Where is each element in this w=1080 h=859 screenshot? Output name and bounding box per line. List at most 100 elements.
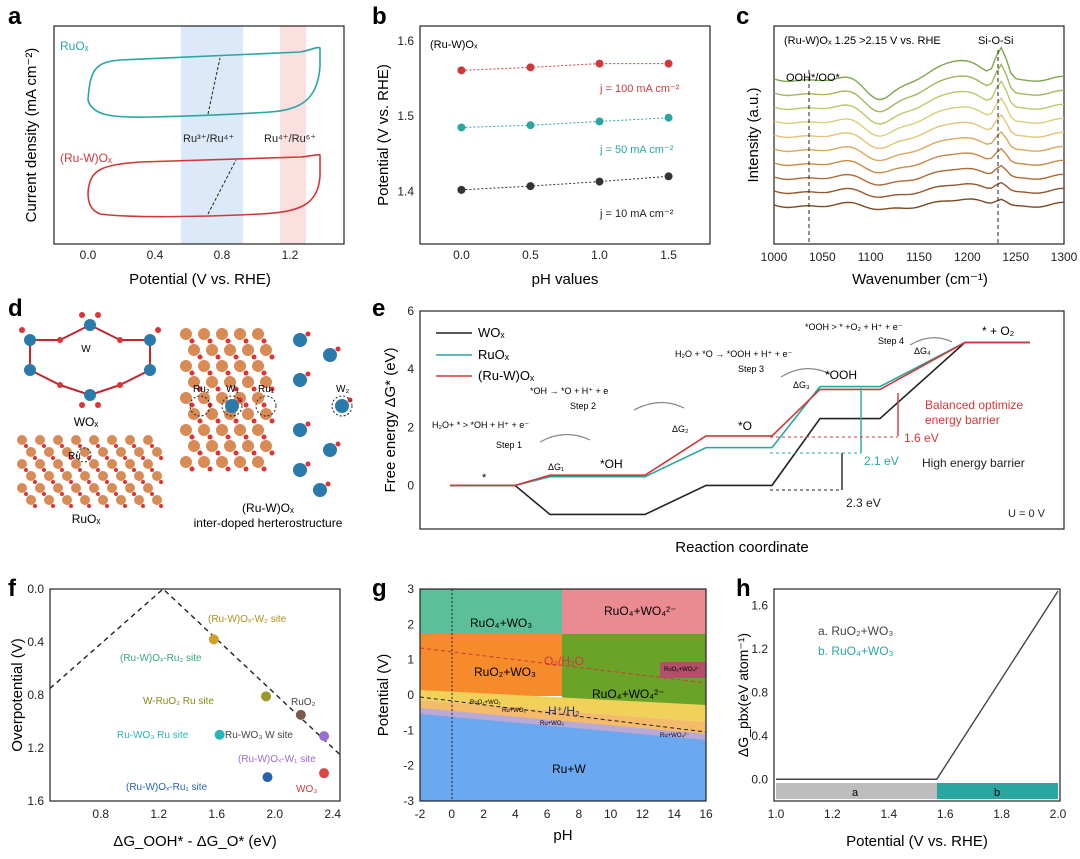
region-ru-w	[420, 714, 706, 801]
panel-letter-g: g	[372, 575, 387, 602]
g-small-0: RuO₂+WO₄²⁻	[664, 667, 700, 673]
ru-atom-2-1	[35, 459, 45, 469]
ru-atom-5-4	[98, 495, 108, 505]
c-xtick-4: 1200	[954, 250, 981, 264]
ru-site-marker	[76, 447, 92, 463]
xlabel-g: pH	[553, 827, 572, 844]
legend-ruox: RuOₓ	[60, 39, 89, 53]
h-xtick-5: 2.0	[1050, 807, 1067, 821]
f-label-wo3: WO₃	[296, 784, 317, 795]
ru-atom-4-2	[53, 483, 63, 493]
h-curve	[776, 590, 1059, 780]
het-ru-6-1	[198, 424, 210, 436]
het-ru-4-1	[198, 392, 210, 404]
het-ru-4-0	[180, 392, 192, 404]
het-o-0-3	[243, 338, 249, 344]
b-point-1-1	[526, 121, 535, 130]
label-ru: Ru	[68, 451, 81, 462]
f-point-4	[319, 731, 330, 742]
ru-atom-0-0	[17, 435, 27, 445]
ruox-cv-curve	[87, 46, 321, 118]
o-atom-0-4	[96, 444, 100, 448]
c-spectrum-4	[773, 130, 1065, 162]
h-h2-line	[419, 696, 707, 733]
legend-wox: WOₓ	[478, 325, 505, 340]
b-series-line-2	[461, 175, 669, 191]
f-label-wruo2: W-RuO₂ Ru site	[143, 696, 214, 707]
het-o-0-2	[225, 338, 231, 344]
site-w2-label: W₂	[336, 384, 349, 395]
ruox-lattice	[17, 435, 163, 508]
ruwox-peak-link	[207, 159, 237, 215]
het-ru-3-2	[224, 376, 236, 388]
het-o-3-4	[269, 386, 275, 392]
f-ytick-2: 0.8	[27, 688, 44, 702]
o-atom-5-5	[123, 504, 127, 508]
o-atom-0-6	[132, 444, 136, 448]
species-star: *	[482, 472, 487, 484]
h-xtick-1: 1.2	[824, 807, 841, 821]
het-o-5-4	[269, 418, 275, 424]
het-o-2-3	[243, 370, 249, 376]
h-legend-a: a. RuO₂+WO₃	[818, 624, 893, 638]
bar-label-b: b	[994, 787, 1000, 799]
c-spectrum-0	[773, 198, 1065, 211]
h-ticks: 1.0 1.2 1.4 1.6 1.8 2.0 0.0 0.4 0.8 1.2 1.6	[751, 598, 1066, 821]
het-wo-8	[325, 481, 331, 487]
o-atom-1-2	[69, 456, 73, 460]
b-point-0-2	[595, 59, 604, 68]
het-ru-4-4	[252, 392, 264, 404]
het-wo-1	[335, 346, 341, 352]
f-label-ruwo3-w: Ru-WO₃ W site	[225, 730, 293, 741]
b-point-2-2	[595, 177, 604, 186]
c-spectrum-6	[773, 96, 1065, 137]
ru-atom-3-3	[80, 471, 90, 481]
bar-label-a: a	[852, 787, 859, 799]
f-volcano-line	[49, 588, 341, 756]
o-atom-2-5	[114, 468, 118, 472]
het-ru-1-1	[206, 344, 218, 356]
het-wo-4	[305, 421, 311, 427]
g-ytick-5: 2	[407, 617, 414, 631]
xlabel-c: Wavenumber (cm⁻¹)	[852, 271, 988, 288]
annot-ru4-ru6: Ru⁴⁺/Ru⁶⁺	[264, 133, 316, 145]
ylabel-g: Potential (V)	[375, 654, 392, 737]
o-atom-5-0	[33, 504, 37, 508]
g-ytick-6: 3	[407, 582, 414, 596]
panel-letter-h: h	[736, 575, 751, 602]
g-region-3: RuO₄+WO₄²⁻	[592, 687, 664, 701]
xlabel-a: Potential (V vs. RHE)	[129, 271, 271, 288]
b-point-0-1	[526, 63, 535, 72]
panel-f: 0.8 1.2 1.6 2.0 2.4 0.0 0.4 0.8 1.2 1.6 (Ru-W)Oₓ-…	[9, 582, 341, 850]
het-ru-3-3	[242, 376, 254, 388]
het-o-5-2	[233, 418, 239, 424]
o-atom-5-7	[159, 504, 163, 508]
het-w-7	[225, 399, 239, 413]
e-ytick-3: 6	[407, 304, 414, 318]
panel-a: RuOₓ (Ru-W)Oₓ Ru³⁺/Ru⁴⁺ Ru⁴⁺/Ru⁶⁺ 0.0 0.…	[23, 25, 345, 288]
het-ru-0-3	[234, 328, 246, 340]
shade-ru3-ru4	[181, 26, 243, 244]
o-atom-1-5	[123, 456, 127, 460]
het-o-0-0	[189, 338, 195, 344]
het-o-6-0	[189, 434, 195, 440]
species-o2: * + O₂	[982, 324, 1015, 338]
o-atom-5-1	[51, 504, 55, 508]
f-ticks: 0.8 1.2 1.6 2.0 2.4 0.0 0.4 0.8 1.2 1.6	[27, 582, 341, 821]
g-xtick-6: 10	[604, 807, 618, 821]
ru-atom-0-2	[53, 435, 63, 445]
het-ru-2-3	[234, 360, 246, 372]
g-small-2: Ru+WO₂	[502, 708, 527, 714]
het-o-6-3	[243, 434, 249, 440]
ru-atom-1-6	[134, 447, 144, 457]
species-ooh: *OOH	[825, 368, 857, 382]
ru-atom-5-0	[26, 495, 36, 505]
e-energy-profiles	[450, 341, 1030, 516]
het-w-4	[293, 423, 307, 437]
xlabel-f: ΔG_OOH* - ΔG_O* (eV)	[113, 833, 276, 850]
het-o-8-2	[225, 466, 231, 472]
ru-atom-3-6	[134, 471, 144, 481]
ru-atom-2-6	[125, 459, 135, 469]
het-o-1-0	[197, 354, 203, 360]
step-arrows	[539, 337, 953, 443]
